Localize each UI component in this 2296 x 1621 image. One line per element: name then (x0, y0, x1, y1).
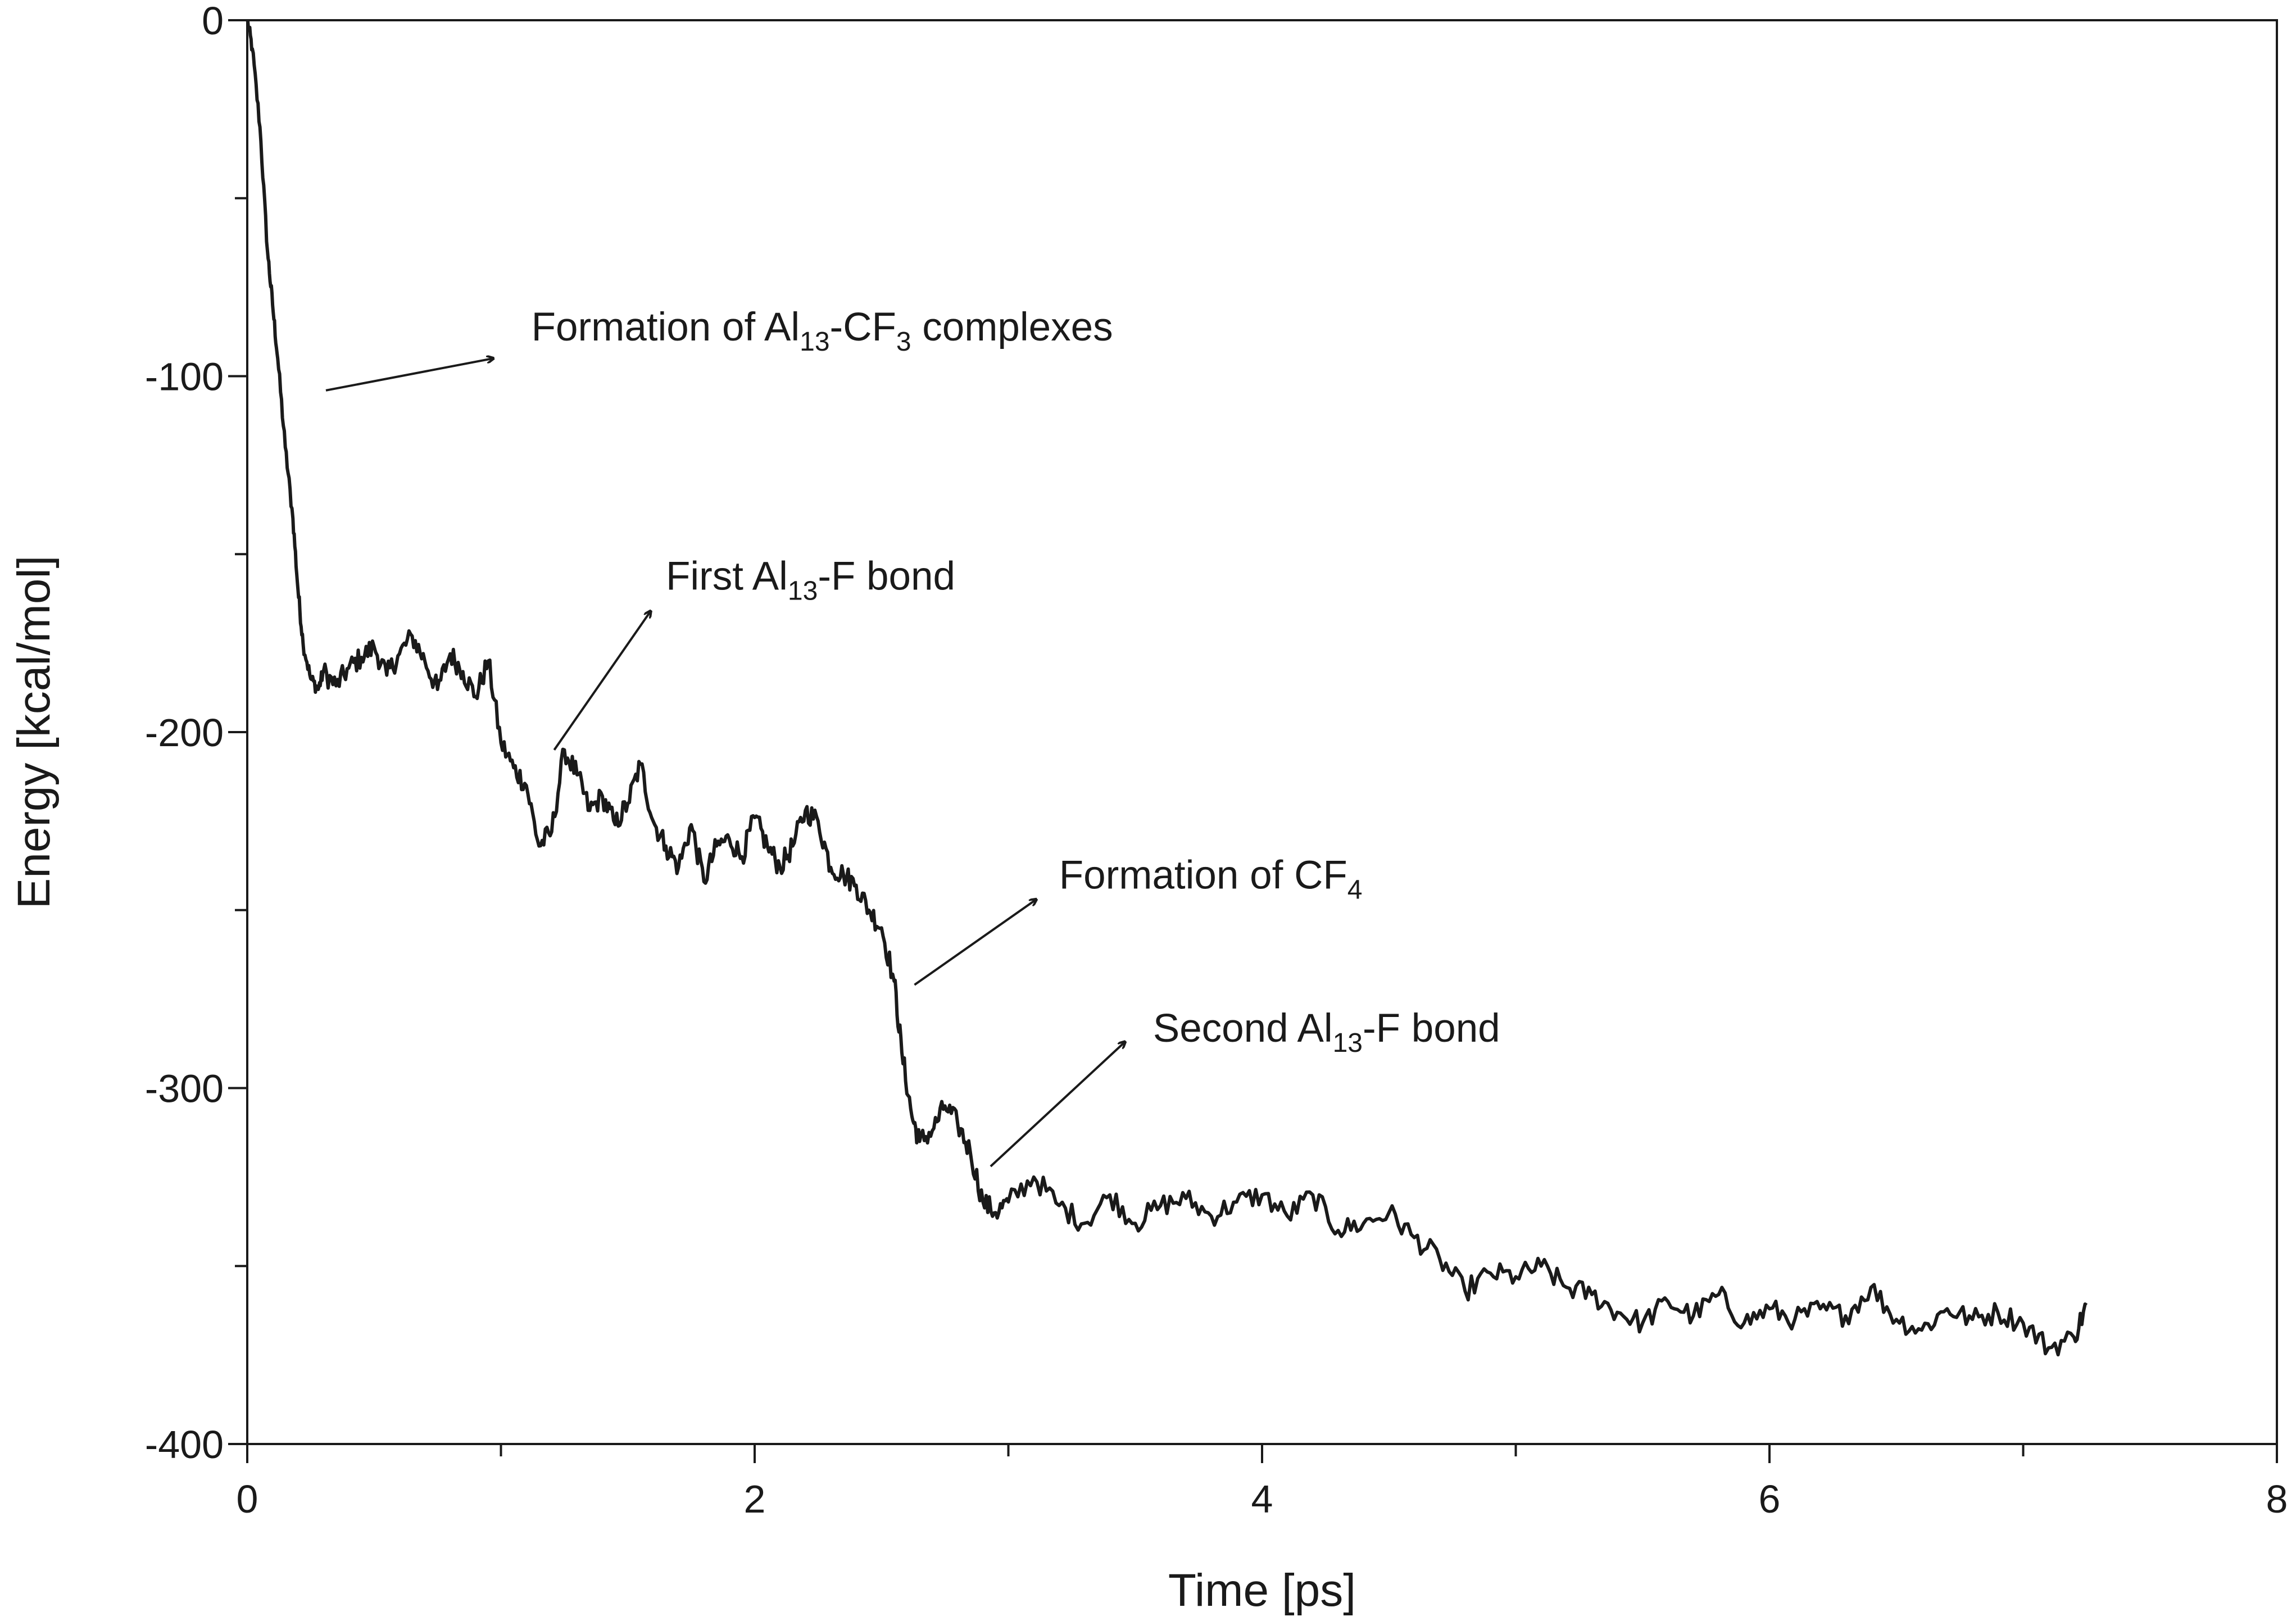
annotation-text: Formation of Al (532, 305, 800, 349)
annotation-text: First Al (666, 555, 788, 599)
annotation-subscript: 13 (800, 327, 829, 357)
annotation-label: Second Al13-F bond (1153, 1006, 1500, 1058)
y-tick-label: 0 (202, 0, 224, 43)
annotation-arrow (990, 1042, 1125, 1168)
annotation-label: Formation of Al13-CF3 complexes (532, 305, 1113, 357)
series-layer (246, 19, 2088, 1357)
x-tick-label: 8 (2266, 1477, 2288, 1521)
x-tick-label: 6 (1759, 1477, 1781, 1521)
annotation-label: First Al13-F bond (666, 555, 955, 606)
annotation-text: complexes (911, 305, 1113, 349)
annotation-subscript: 13 (788, 576, 818, 606)
y-tick-label: -300 (145, 1067, 224, 1111)
annotation-subscript: 13 (1333, 1028, 1363, 1058)
plot-frame (246, 19, 2278, 1445)
annotation-arrow (553, 611, 651, 751)
y-tick-label: -200 (145, 711, 224, 755)
annotation-text: Second Al (1153, 1006, 1333, 1051)
annotation-subscript: 3 (896, 327, 911, 357)
annotation-text: -F bond (1363, 1006, 1500, 1051)
x-tick-label: 4 (1251, 1477, 1273, 1521)
x-tick-label: 0 (237, 1477, 258, 1521)
annotation-text: -F bond (818, 555, 955, 599)
axis-ticks: 0 2 4 6 8 0 -100 -200 -300 -400 (145, 0, 2288, 1521)
annotation-label: Formation of CF4 (1059, 853, 1363, 905)
annotation-subscript: 4 (1347, 875, 1363, 905)
annotation-arrow (325, 358, 493, 392)
y-tick-label: -400 (145, 1423, 224, 1466)
x-tick-label: 2 (744, 1477, 766, 1521)
annotation-text: Formation of CF (1059, 853, 1347, 898)
series-line (246, 19, 2088, 1357)
annotation-arrow (914, 900, 1036, 986)
y-axis-title: Energy [kcal/mol] (8, 556, 60, 909)
x-axis-title: Time [ps] (1168, 1565, 1356, 1616)
y-tick-label: -100 (145, 355, 224, 399)
annotation-text: -CF (830, 305, 896, 349)
axes (246, 19, 2278, 1445)
